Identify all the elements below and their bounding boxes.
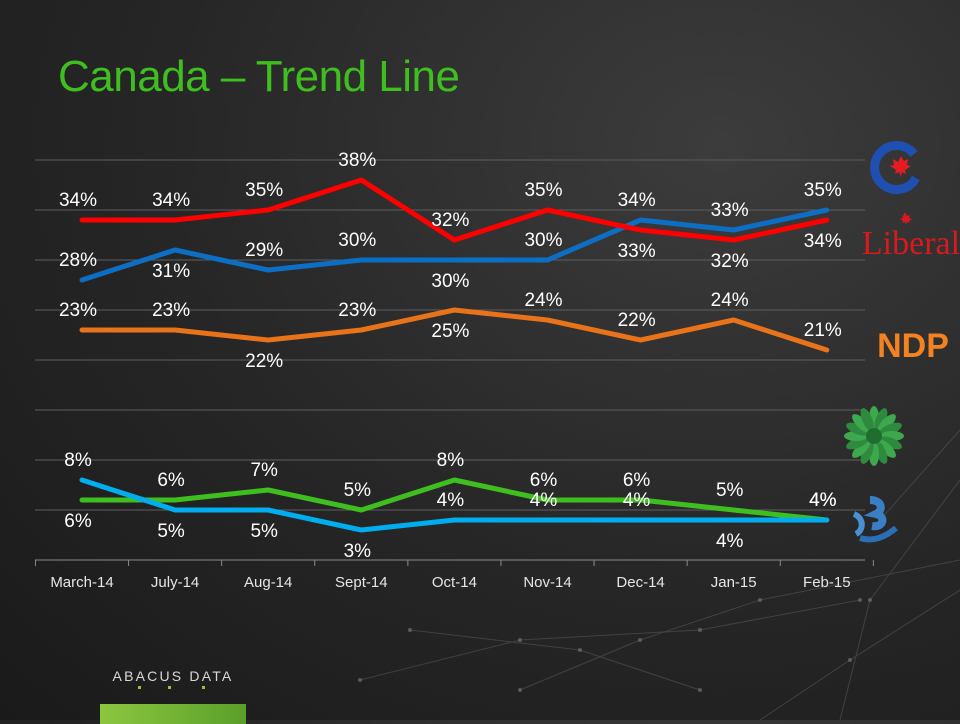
data-label: 4%	[437, 490, 465, 511]
data-label: 22%	[245, 351, 283, 372]
data-label: 34%	[618, 190, 656, 211]
data-label: 30%	[431, 271, 469, 292]
x-tick-label: Nov-14	[523, 574, 571, 591]
x-axis-ticks: March-14 July-14 Aug-14 Sept-14 Oct-14 Nov-14…	[35, 560, 873, 591]
data-label: 8%	[437, 450, 465, 471]
data-label: 33%	[618, 241, 656, 262]
data-label: 5%	[716, 480, 744, 501]
data-label: 30%	[524, 230, 562, 251]
data-label: 31%	[152, 261, 190, 282]
liberal-logo: Liberal	[862, 212, 960, 262]
data-label: 5%	[344, 480, 372, 501]
bloc-logo	[854, 500, 896, 540]
data-label: 33%	[711, 200, 749, 221]
data-label: 29%	[245, 240, 283, 261]
brand-dots	[100, 686, 246, 694]
conservative-logo	[875, 146, 916, 190]
data-label: 23%	[59, 300, 97, 321]
x-tick-label: Feb-15	[803, 574, 851, 591]
data-label: 24%	[524, 290, 562, 311]
data-label: 23%	[152, 300, 190, 321]
ndp-logo: NDP	[877, 327, 949, 365]
data-label: 8%	[64, 450, 92, 471]
data-label: 30%	[338, 230, 376, 251]
data-label: 35%	[804, 180, 842, 201]
data-label: 38%	[338, 150, 376, 171]
data-label: 6%	[623, 470, 651, 491]
data-label: 24%	[711, 290, 749, 311]
series-lines	[82, 180, 827, 530]
brand-name: ABACUS DATA	[100, 668, 246, 684]
x-tick-label: Aug-14	[244, 574, 292, 591]
data-label: 6%	[530, 470, 558, 491]
data-label: 4%	[530, 490, 558, 511]
data-label: 4%	[623, 490, 651, 511]
data-label: 3%	[344, 541, 372, 562]
green-logo	[844, 406, 904, 466]
x-tick-label: Oct-14	[432, 574, 477, 591]
liberal-logo-text: Liberal	[862, 225, 960, 262]
data-label: 32%	[711, 251, 749, 272]
x-tick-label: Dec-14	[616, 574, 664, 591]
x-tick-label: Sept-14	[335, 574, 388, 591]
brand-bar	[100, 704, 246, 724]
x-tick-label: Jan-15	[711, 574, 757, 591]
data-label: 34%	[152, 190, 190, 211]
data-label: 35%	[524, 180, 562, 201]
data-label: 4%	[809, 490, 837, 511]
data-label: 22%	[618, 310, 656, 331]
green-logo-center	[866, 428, 882, 444]
data-label: 23%	[338, 300, 376, 321]
x-tick-label: July-14	[151, 574, 199, 591]
data-label: 34%	[804, 231, 842, 252]
data-label: 32%	[431, 210, 469, 231]
ndp-logo-text: NDP	[877, 327, 949, 365]
x-tick-label: March-14	[50, 574, 113, 591]
data-label: 35%	[245, 180, 283, 201]
data-label: 4%	[716, 531, 744, 552]
abacus-data-logo: ABACUS DATA	[100, 668, 246, 694]
data-label: 7%	[250, 460, 278, 481]
data-label: 6%	[157, 470, 185, 491]
data-label: 25%	[431, 321, 469, 342]
data-label: 34%	[59, 190, 97, 211]
data-label: 6%	[64, 511, 92, 532]
data-label: 5%	[250, 521, 278, 542]
data-label: 21%	[804, 320, 842, 341]
data-label: 5%	[157, 521, 185, 542]
data-label: 28%	[59, 250, 97, 271]
